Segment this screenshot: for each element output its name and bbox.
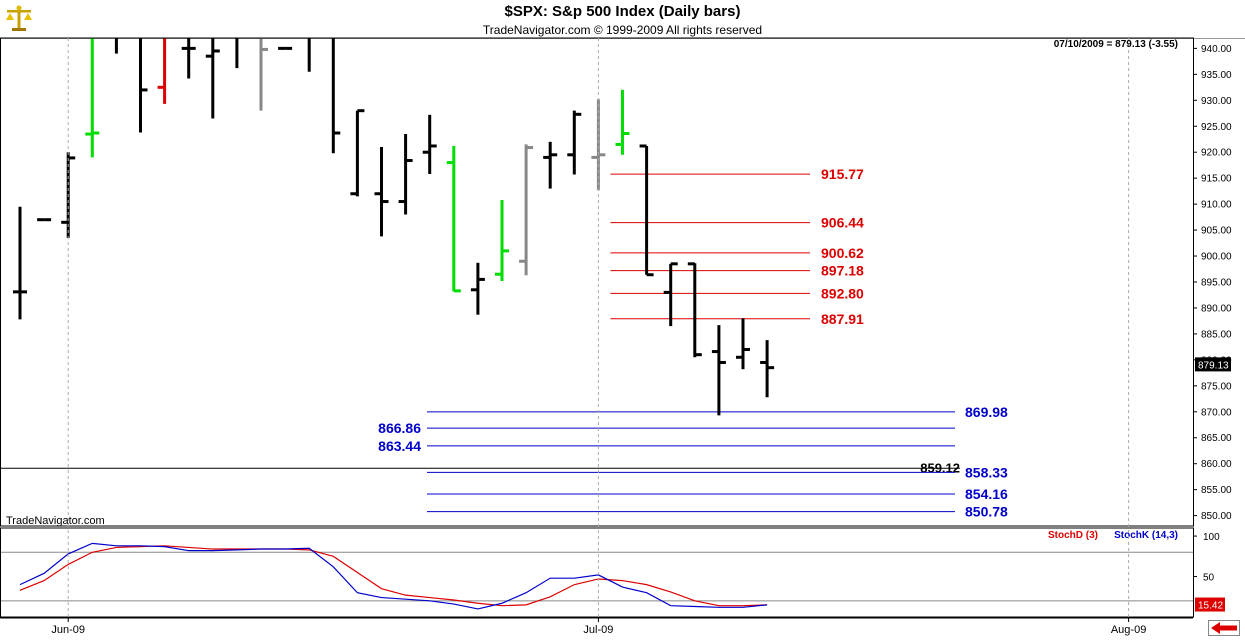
x-tick-label: Jun-09 <box>51 624 85 636</box>
ohlc-bar <box>181 38 196 79</box>
y-tick-label: 895.00 <box>1201 278 1232 289</box>
ohlc-bars <box>13 38 775 416</box>
y-tick-label: 935.00 <box>1201 70 1232 81</box>
chart-header: $SPX: S&p 500 Index (Daily bars) TradeNa… <box>0 0 1245 39</box>
stoch-y-tick-label: 100 <box>1203 532 1220 543</box>
y-tick-label: 865.00 <box>1201 433 1232 444</box>
resistance-label: 906.44 <box>821 215 864 231</box>
red-left-arrow-icon[interactable] <box>1208 620 1240 636</box>
ohlc-bar <box>446 145 461 293</box>
ohlc-bar <box>519 144 534 276</box>
ohlc-bar <box>567 110 582 175</box>
watermark-text: TradeNavigator.com <box>6 515 105 527</box>
stoch-legend-k: StochK (14,3) <box>1114 530 1178 541</box>
y-tick-label: 940.00 <box>1201 44 1232 55</box>
ohlc-bar <box>114 38 118 54</box>
ohlc-bar <box>736 318 750 370</box>
last-value-info: 07/10/2009 = 879.13 (-3.55) <box>1054 39 1178 50</box>
ohlc-bar <box>85 38 100 158</box>
y-tick-label: 910.00 <box>1201 200 1232 211</box>
ohlc-bar <box>350 109 365 197</box>
ohlc-bar <box>760 340 775 398</box>
y-tick-label: 920.00 <box>1201 148 1232 159</box>
resistance-label: 915.77 <box>821 166 864 182</box>
ohlc-bar <box>639 144 654 277</box>
y-tick-label: 850.00 <box>1201 511 1232 522</box>
y-tick-label: 925.00 <box>1201 122 1232 133</box>
support-label: 858.33 <box>965 464 1008 480</box>
price-panel: 859.12 915.77 906.44 900.62 897.18 892.80 887.… <box>0 38 1008 520</box>
scales-logo-icon <box>6 5 32 31</box>
resistance-label: 897.18 <box>821 263 864 279</box>
ohlc-bar <box>398 134 413 215</box>
y-tick-label: 930.00 <box>1201 96 1232 107</box>
ohlc-bar <box>711 325 726 416</box>
stoch-y-tick-label: 50 <box>1203 573 1215 584</box>
last-price-label: 879.13 <box>1198 360 1229 371</box>
ohlc-bar <box>615 89 630 155</box>
y-tick-label: 915.00 <box>1201 174 1232 185</box>
stochastic-panel-frame <box>0 527 1194 618</box>
resistance-label: 900.62 <box>821 245 864 261</box>
ohlc-bar <box>663 262 678 327</box>
support-label: 854.16 <box>965 486 1008 502</box>
x-tick-label: Jul-09 <box>583 624 613 636</box>
resistance-label: 887.91 <box>821 311 864 327</box>
ohlc-bar <box>495 199 509 281</box>
y-tick-label: 885.00 <box>1201 329 1232 340</box>
stoch-series-line <box>19 542 768 610</box>
y-tick-label: 860.00 <box>1201 459 1232 470</box>
y-tick-label: 870.00 <box>1201 407 1232 418</box>
ohlc-bar <box>205 38 220 119</box>
chart-title: $SPX: S&p 500 Index (Daily bars) <box>504 3 741 20</box>
support-label: 869.98 <box>965 404 1008 420</box>
y-tick-label: 900.00 <box>1201 252 1232 263</box>
ohlc-bar <box>470 262 485 315</box>
stoch-last-label: 15.42 <box>1198 601 1223 612</box>
ohlc-bar <box>422 114 437 175</box>
stochastic-panel: StochD (3) StochK (14,3) <box>0 530 1193 610</box>
copyright-text: TradeNavigator.com © 1999-2009 All right… <box>482 23 763 37</box>
ohlc-bar <box>13 206 27 320</box>
stoch-legend-d: StochD (3) <box>1048 530 1098 541</box>
ohlc-bar <box>139 38 148 133</box>
x-tick-label: Aug-09 <box>1111 624 1146 636</box>
support-label: 866.86 <box>378 420 421 436</box>
y-tick-label: 855.00 <box>1201 485 1232 496</box>
ohlc-bar <box>687 262 702 358</box>
ohlc-bar <box>374 147 389 237</box>
ohlc-bar <box>307 38 311 72</box>
support-label: 863.44 <box>378 438 421 454</box>
ohlc-bar <box>331 38 341 154</box>
axes-layer: Jun-09 Jul-09 Aug-09 940.00 935.00 930.00 925.… <box>0 37 1232 636</box>
last-price-box <box>1195 357 1231 372</box>
ohlc-bar <box>591 99 606 191</box>
resistance-label: 892.80 <box>821 285 864 301</box>
y-tick-label: 875.00 <box>1201 381 1232 392</box>
ohlc-bar <box>157 38 167 104</box>
ohlc-bar <box>259 38 268 111</box>
reference-line-label: 859.12 <box>920 460 960 475</box>
y-tick-label: 905.00 <box>1201 226 1232 237</box>
ohlc-bar <box>235 38 239 69</box>
y-tick-label: 890.00 <box>1201 303 1232 314</box>
stoch-last-box <box>1195 597 1225 612</box>
ohlc-bar <box>543 141 558 189</box>
support-label: 850.78 <box>965 504 1008 520</box>
